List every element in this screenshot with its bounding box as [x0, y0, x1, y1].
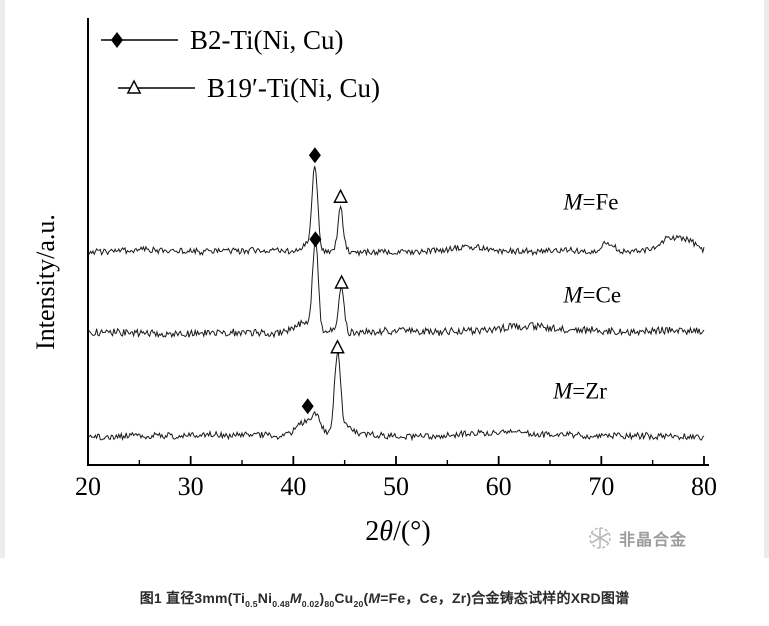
caption-segment: 0.5	[245, 598, 258, 609]
x-tick-label: 30	[178, 472, 204, 501]
caption-segment: Ni	[257, 590, 273, 606]
caption-segment: =Fe，Ce，Zr)合金铸态试样的XRD图谱	[380, 590, 630, 606]
b19-triangle-marker	[330, 339, 345, 354]
watermark: 非晶合金	[586, 524, 687, 552]
b2-diamond-marker	[111, 32, 123, 48]
page-edge-left	[0, 0, 5, 558]
b19-triangle-marker	[334, 274, 349, 289]
series-label: M=Fe	[562, 190, 618, 215]
caption-segment: M	[289, 590, 302, 606]
watermark-logo-icon	[589, 527, 611, 549]
caption-segment: )	[319, 590, 325, 606]
b2-diamond-marker	[308, 147, 321, 164]
series-label: M=Ce	[562, 282, 621, 307]
xrd-trace-mfe	[87, 166, 705, 257]
x-axis-title: 2θ/(°)	[365, 516, 430, 547]
xrd-chart: 20 30 40 50 60 70 80 Intensity/a.u. 2θ/(°) B2-Ti(…	[31, 18, 717, 547]
b2-diamond-marker	[309, 231, 322, 248]
page-edge-right	[764, 0, 769, 558]
legend-label: B2-Ti(Ni, Cu)	[190, 25, 344, 55]
x-tick-label: 20	[75, 472, 101, 501]
y-axis-title: Intensity/a.u.	[31, 214, 60, 350]
x-tick-label: 50	[383, 472, 409, 501]
caption-segment: 80	[324, 598, 335, 609]
series-label: M=Zr	[552, 379, 607, 404]
caption-segment: 20	[353, 598, 364, 609]
caption-segment: 0.48	[272, 598, 290, 609]
caption-segment: (	[363, 590, 369, 606]
x-tick-label: 60	[486, 472, 512, 501]
b19-triangle-marker	[126, 79, 142, 94]
legend-label: B19′-Ti(Ni, Cu)	[207, 73, 380, 103]
xrd-trace-mzr	[87, 350, 705, 442]
caption-segment: 0.02	[301, 598, 320, 609]
x-tick-label: 80	[691, 472, 717, 501]
b2-diamond-marker	[301, 398, 314, 415]
x-tick-label: 70	[588, 472, 614, 501]
caption-segment: 图1 直径3mm(Ti	[139, 590, 246, 606]
caption-segment: M	[368, 590, 381, 606]
caption-segment: Cu	[334, 590, 354, 606]
watermark-text: 非晶合金	[619, 532, 688, 549]
xrd-trace-mce	[87, 240, 705, 339]
b19-triangle-marker	[333, 188, 348, 203]
x-tick-label: 40	[280, 472, 306, 501]
figure-caption: 图1 直径3mm(Ti0.5Ni0.48M0.02)80Cu20(M=Fe，Ce…	[0, 588, 769, 609]
